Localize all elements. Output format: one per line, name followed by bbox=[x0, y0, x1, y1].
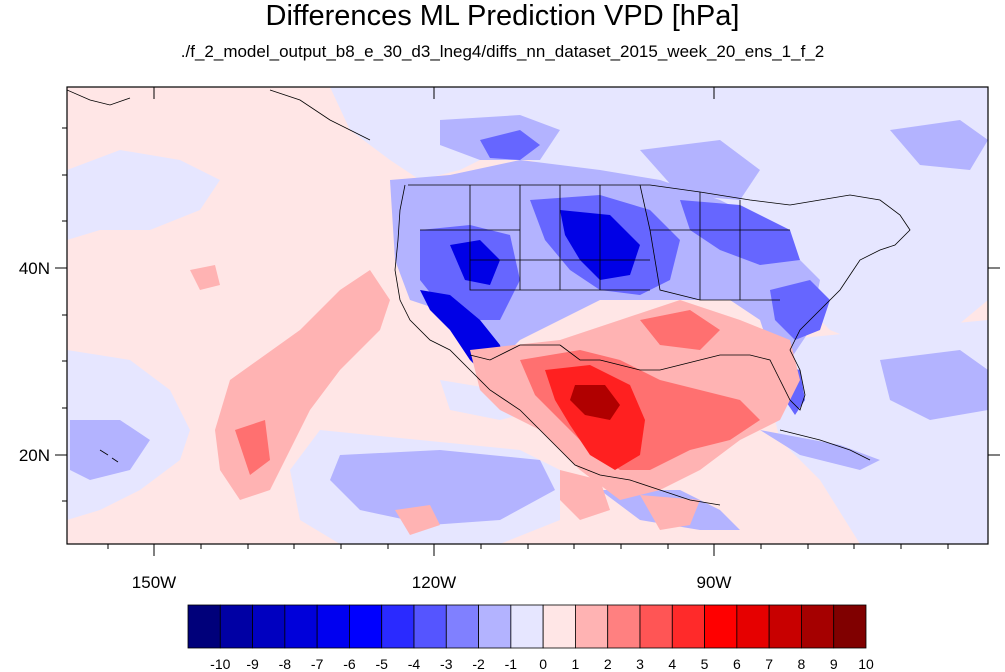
lon-label: 90W bbox=[697, 573, 732, 592]
lon-label: 150W bbox=[132, 573, 176, 592]
colorbar-swatch bbox=[607, 604, 641, 649]
colorbar-swatch bbox=[736, 604, 770, 649]
colorbar-swatch bbox=[413, 604, 447, 649]
colorbar-swatch bbox=[671, 604, 705, 649]
region-positive-9 bbox=[570, 385, 620, 420]
colorbar-label: 8 bbox=[798, 656, 806, 672]
colorbar-label: 1 bbox=[572, 656, 580, 672]
lat-ticks bbox=[55, 127, 1000, 502]
colorbar-swatch bbox=[801, 604, 835, 649]
colorbar-swatch bbox=[704, 604, 738, 649]
colorbar-swatch bbox=[349, 604, 383, 649]
colorbar-label: -3 bbox=[440, 656, 453, 672]
colorbar-label: -6 bbox=[343, 656, 356, 672]
colorbar-label: -10 bbox=[210, 656, 230, 672]
chart-title: Differences ML Prediction VPD [hPa] bbox=[265, 0, 740, 32]
colorbar-swatch bbox=[478, 604, 512, 649]
colorbar-label: -5 bbox=[375, 656, 388, 672]
colorbar-label: 3 bbox=[636, 656, 644, 672]
colorbar-label: -1 bbox=[505, 656, 518, 672]
region-positive-6 bbox=[545, 365, 645, 470]
coastlines bbox=[67, 89, 911, 506]
colorbar-label: -7 bbox=[311, 656, 324, 672]
colorbar-label: 6 bbox=[733, 656, 741, 672]
colorbar-swatch bbox=[316, 604, 350, 649]
colorbar-label: -8 bbox=[279, 656, 292, 672]
colorbar-label: -4 bbox=[408, 656, 421, 672]
lon-label: 120W bbox=[412, 573, 456, 592]
lat-label: 40N bbox=[19, 259, 50, 278]
colorbar-swatch bbox=[219, 604, 253, 649]
lat-label: 20N bbox=[19, 446, 50, 465]
colorbar-label: 5 bbox=[701, 656, 709, 672]
chart-subtitle: ./f_2_model_output_b8_e_30_d3_lneg4/diff… bbox=[180, 42, 825, 61]
colorbar-swatch bbox=[381, 604, 415, 649]
colorbar-label: -2 bbox=[472, 656, 485, 672]
colorbar: -10 -9 -8 -7 -6 -5 -4 -3 -2 -1 0 1 2 3 4 5 6 7 8 9 10 bbox=[187, 604, 874, 672]
colorbar-label: 0 bbox=[539, 656, 547, 672]
colorbar-label: -9 bbox=[246, 656, 259, 672]
colorbar-swatch bbox=[187, 604, 221, 649]
colorbar-swatch bbox=[639, 604, 673, 649]
colorbar-swatch bbox=[445, 604, 479, 649]
colorbar-swatch bbox=[542, 604, 576, 649]
map-field bbox=[67, 87, 988, 544]
colorbar-label: 9 bbox=[830, 656, 838, 672]
colorbar-swatch bbox=[510, 604, 544, 649]
colorbar-label: 4 bbox=[668, 656, 676, 672]
colorbar-label: 7 bbox=[765, 656, 773, 672]
lon-ticks bbox=[107, 87, 949, 556]
colorbar-label: 2 bbox=[604, 656, 612, 672]
colorbar-swatch bbox=[768, 604, 802, 649]
colorbar-label: 10 bbox=[858, 656, 874, 672]
colorbar-swatch bbox=[284, 604, 318, 649]
colorbar-swatch bbox=[833, 604, 867, 649]
colorbar-swatch bbox=[575, 604, 609, 649]
colorbar-swatch bbox=[252, 604, 286, 649]
